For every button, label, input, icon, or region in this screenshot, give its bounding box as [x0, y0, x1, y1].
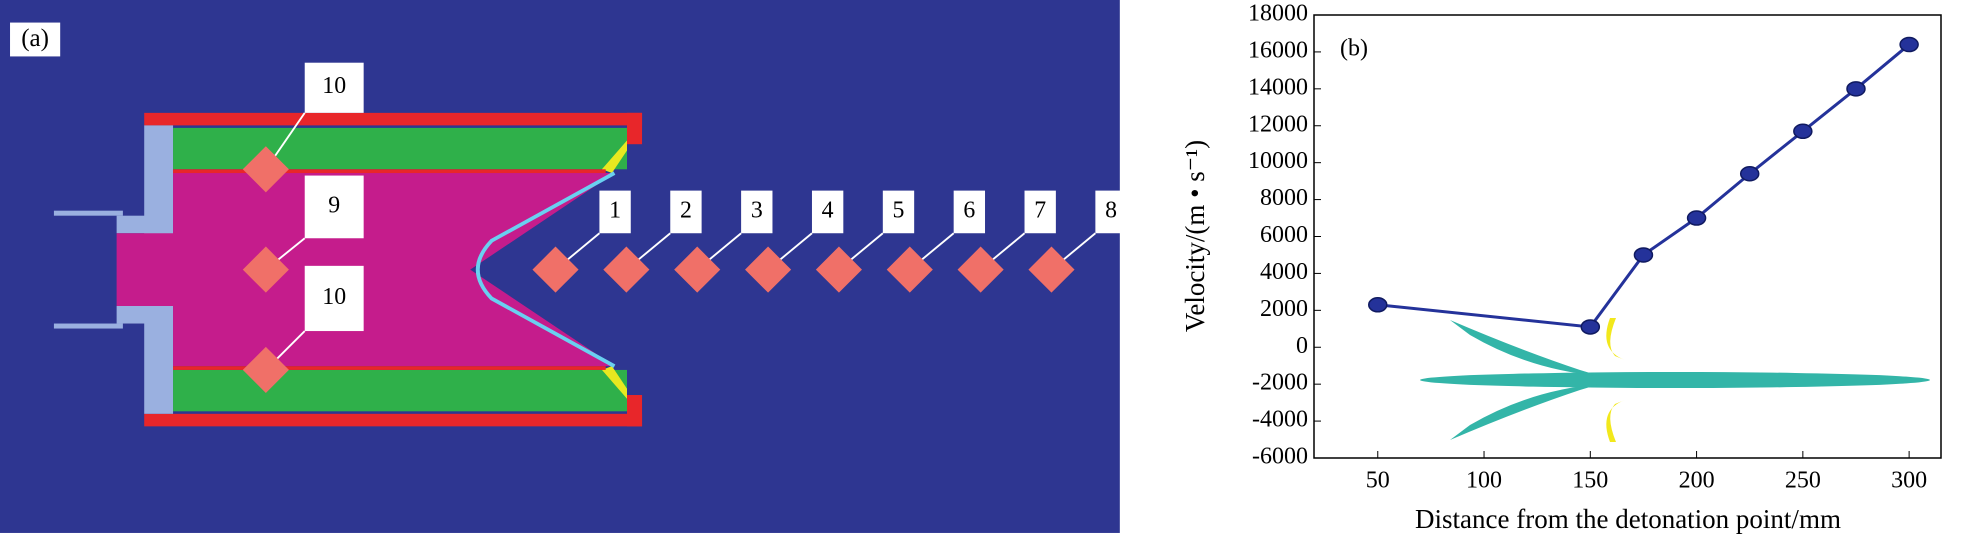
- point: [1739, 165, 1760, 182]
- pipe: [53, 210, 123, 216]
- marker: [815, 246, 862, 293]
- callout-box: [304, 62, 364, 113]
- marker: [886, 246, 933, 293]
- y-tick-label: 0: [1296, 333, 1308, 359]
- splash: [1420, 318, 1930, 442]
- casing: [627, 395, 643, 427]
- tip: [1606, 400, 1625, 442]
- y-tick-label: -2000: [1252, 370, 1308, 396]
- point: [1633, 247, 1654, 263]
- callout-box: [304, 265, 364, 332]
- callout: 10: [322, 284, 346, 310]
- marker: [745, 246, 792, 293]
- label-box: [10, 22, 61, 57]
- point: [1846, 81, 1866, 97]
- ring: [601, 140, 627, 174]
- ring: [601, 366, 627, 399]
- x-tick-label: 200: [1679, 468, 1715, 494]
- callout-box: [1095, 190, 1127, 234]
- casing: [144, 112, 643, 126]
- series-line: [1377, 43, 1911, 329]
- callout-box: [1024, 190, 1056, 234]
- tip: [1606, 318, 1625, 360]
- y-tick-label: -6000: [1252, 444, 1308, 470]
- callout: 1: [609, 197, 621, 223]
- x-axis-title: Distance from the detonation point/mm: [1415, 504, 1841, 534]
- callout: 3: [751, 197, 763, 223]
- diagram: (a) 10 9 10 1 2 3 4 5 6 7 8: [0, 0, 1127, 533]
- panel-label: (a): [21, 25, 49, 52]
- y-tick-label: 10000: [1248, 148, 1308, 174]
- x-tick-label: 50: [1366, 468, 1390, 494]
- marker: [674, 246, 721, 293]
- casing: [627, 112, 643, 145]
- y-tick-label: 2000: [1260, 296, 1308, 322]
- y-tick-label: -4000: [1252, 407, 1308, 433]
- callout-box: [953, 190, 986, 234]
- point: [1368, 297, 1388, 313]
- liner-case: [173, 127, 627, 170]
- point: [1580, 319, 1601, 335]
- point: [1793, 123, 1813, 140]
- line: [173, 366, 606, 370]
- callout: 7: [1034, 197, 1046, 223]
- callout: 8: [1105, 197, 1117, 223]
- callout-box: [304, 175, 364, 239]
- callout: 4: [822, 197, 834, 223]
- y-tick-label: 16000: [1248, 37, 1308, 63]
- y-tick-label: 6000: [1260, 222, 1308, 248]
- callout-box: [741, 190, 773, 234]
- callout-box: [599, 190, 631, 234]
- callout: 10: [322, 73, 346, 99]
- callout: 5: [893, 197, 905, 223]
- marker: [957, 246, 1004, 293]
- marker: [242, 346, 289, 393]
- panel-label: (b): [1340, 36, 1368, 62]
- point: [1686, 210, 1707, 226]
- y-tick-label: 12000: [1248, 111, 1308, 137]
- y-axis-title: Velocity/(m • s⁻¹): [1180, 140, 1210, 332]
- y-tick-label: 4000: [1260, 259, 1308, 285]
- jet: [1420, 372, 1930, 388]
- x-tick-label: 100: [1466, 468, 1502, 494]
- callout-box: [670, 190, 702, 234]
- shaped-liner: [476, 171, 616, 368]
- callout: 6: [963, 197, 975, 223]
- marker: [242, 246, 289, 293]
- y-tick-label: 18000: [1248, 1, 1308, 27]
- callout-box: [882, 190, 915, 234]
- x-tick-label: 250: [1785, 468, 1821, 494]
- explosive: [116, 173, 615, 367]
- callout: 9: [328, 192, 340, 218]
- pipe: [53, 323, 123, 329]
- callout: 2: [680, 197, 692, 223]
- callout-box: [811, 190, 844, 234]
- casing: [144, 413, 643, 427]
- x-tick-label: 150: [1572, 468, 1608, 494]
- point: [1899, 36, 1919, 53]
- y-tick-label: 8000: [1260, 185, 1308, 211]
- line: [173, 169, 606, 174]
- x-tick-label: 300: [1891, 468, 1927, 494]
- marker: [242, 146, 289, 193]
- y-tick-label: 14000: [1248, 74, 1308, 100]
- liner-case: [173, 369, 627, 412]
